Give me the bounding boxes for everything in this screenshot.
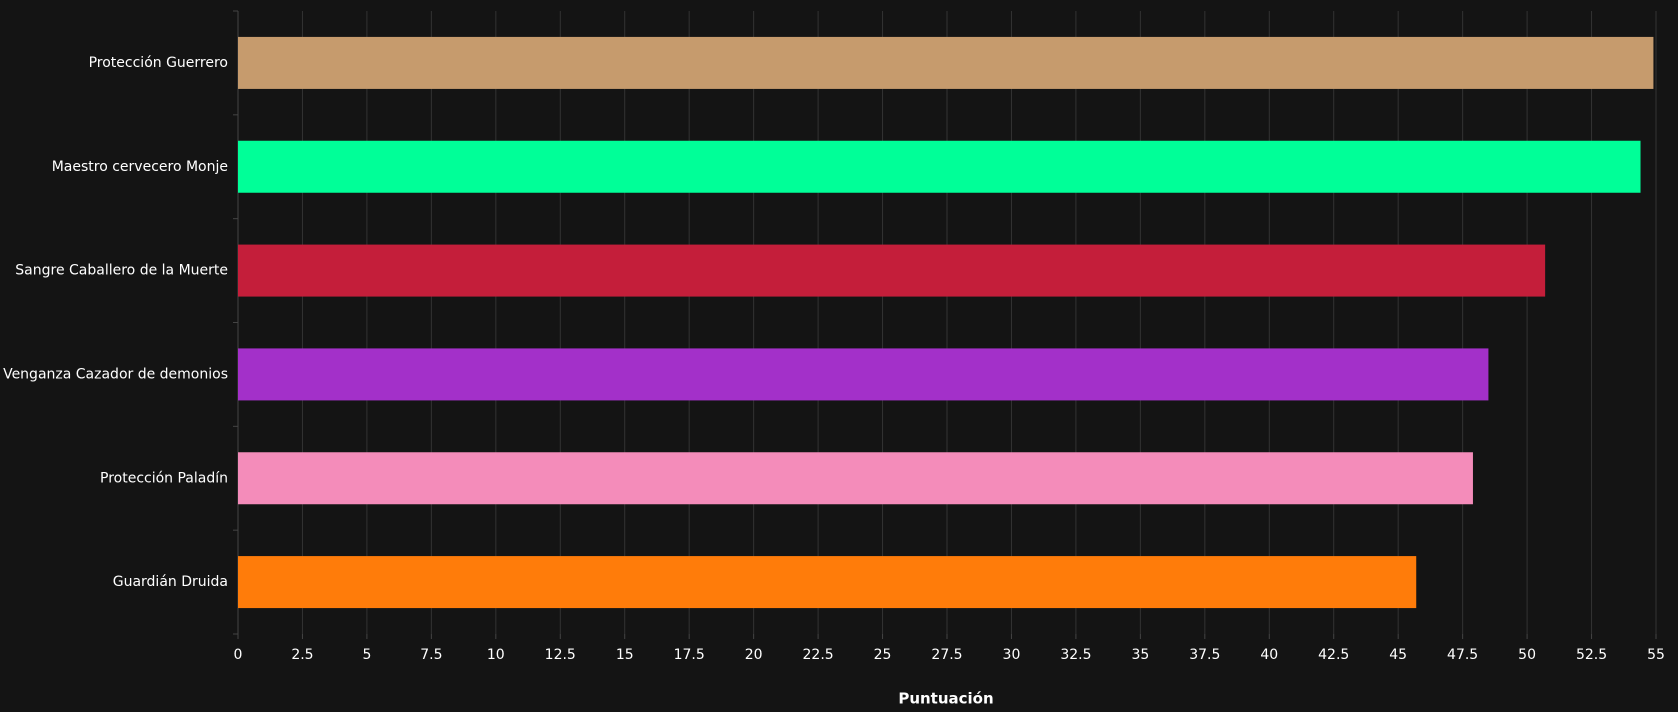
x-tick-label: 5 (362, 647, 371, 663)
x-tick-label: 15 (616, 647, 634, 663)
x-axis-title: Puntuación (898, 690, 993, 708)
x-tick-label: 40 (1260, 647, 1278, 663)
bar (238, 140, 1641, 193)
bar (238, 452, 1473, 505)
y-tick-label: Sangre Caballero de la Muerte (15, 263, 228, 279)
x-tick-label: 35 (1131, 647, 1149, 663)
x-tick-label: 25 (874, 647, 892, 663)
x-tick-label: 50 (1518, 647, 1536, 663)
y-tick-label: Protección Paladín (100, 470, 228, 486)
y-tick-label: Venganza Cazador de demonios (3, 366, 228, 382)
x-tick-label: 2.5 (291, 647, 313, 663)
x-tick-label: 27.5 (931, 647, 962, 663)
bar (238, 348, 1489, 401)
y-tick-label: Guardián Druida (113, 574, 228, 590)
x-tick-label: 7.5 (420, 647, 442, 663)
x-tick-label: 55 (1647, 647, 1665, 663)
x-tick-label: 45 (1389, 647, 1407, 663)
y-tick-label: Protección Guerrero (89, 55, 228, 71)
x-tick-label: 37.5 (1189, 647, 1220, 663)
y-tick-label: Maestro cervecero Monje (52, 159, 228, 175)
x-tick-label: 10 (487, 647, 505, 663)
bar (238, 244, 1546, 297)
x-tick-label: 12.5 (545, 647, 576, 663)
x-tick-label: 20 (745, 647, 763, 663)
bar (238, 36, 1654, 89)
x-tick-label: 17.5 (674, 647, 705, 663)
bar (238, 556, 1417, 609)
x-tick-label: 47.5 (1447, 647, 1478, 663)
x-tick-label: 52.5 (1576, 647, 1607, 663)
x-tick-label: 32.5 (1060, 647, 1091, 663)
x-tick-label: 22.5 (803, 647, 834, 663)
x-tick-label: 0 (234, 647, 243, 663)
x-tick-label: 42.5 (1318, 647, 1349, 663)
x-tick-label: 30 (1003, 647, 1021, 663)
